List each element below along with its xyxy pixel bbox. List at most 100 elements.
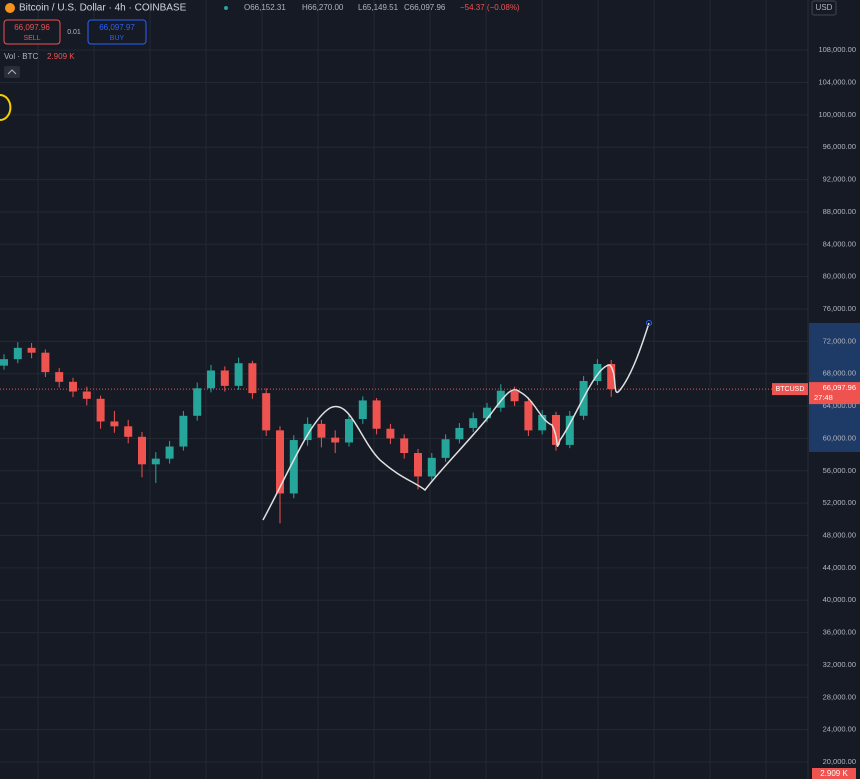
candle-body	[400, 438, 409, 454]
candle-body	[331, 437, 340, 443]
volume-axis-box	[812, 768, 856, 779]
candle-body	[441, 439, 450, 458]
ohlc-change: −54.37 (−0.08%)	[460, 3, 520, 12]
candle-body	[82, 391, 91, 399]
candle-body	[303, 423, 312, 441]
ticks: 20,000.00 24,000.00 28,000.00 32,000.00 36,0…	[818, 45, 856, 766]
symbol: Bitcoin / U.S. Dollar · 4h · COINBASE	[19, 3, 187, 14]
y-tick-label: 108,000.00	[818, 45, 856, 54]
currency-box[interactable]	[811, 0, 837, 16]
ohlc-high: H66,270.00	[302, 3, 344, 12]
candle-body	[110, 421, 119, 427]
candle-body	[510, 390, 519, 402]
y-tick-label: 48,000.00	[823, 530, 856, 539]
candle-body	[55, 372, 64, 382]
candle-body	[69, 381, 77, 392]
candle-body	[524, 401, 533, 431]
candle-body	[538, 414, 547, 431]
candle-body	[220, 370, 229, 386]
candle-body	[552, 414, 560, 445]
candle-body	[179, 415, 188, 447]
volume-axis-label: 2.909 K	[820, 769, 848, 778]
collapse-button[interactable]	[4, 66, 20, 78]
ohlc-low: L65,149.51	[358, 3, 399, 12]
candle-body	[317, 423, 326, 438]
candle-body	[386, 428, 395, 439]
candle-body	[345, 419, 353, 443]
btc-icon	[5, 3, 15, 13]
y-tick-label: 44,000.00	[823, 563, 856, 572]
y-tick-label: 84,000.00	[823, 239, 856, 248]
candle-body	[358, 400, 367, 420]
last-price-tag	[809, 382, 860, 405]
sell-label[interactable]: SELL	[23, 35, 40, 42]
candle-body	[565, 415, 574, 445]
y-tick-label: 96,000.00	[823, 142, 856, 151]
currency[interactable]: USD	[816, 3, 833, 12]
candle-body	[469, 418, 478, 428]
collapse-icon[interactable]	[7, 69, 17, 75]
candle-body	[0, 359, 8, 366]
quantity[interactable]: 0.01	[67, 29, 81, 36]
y-tick-label: 52,000.00	[823, 498, 856, 507]
candle-body	[276, 430, 284, 494]
buy-label[interactable]: BUY	[110, 35, 125, 42]
candle-body	[138, 436, 146, 465]
y-tick-label: 64,000.00	[823, 401, 856, 410]
buy-price[interactable]: 66,097.97	[99, 23, 135, 32]
candle-body	[427, 457, 436, 477]
candle-body	[96, 398, 105, 422]
candle-body	[289, 440, 298, 494]
y-tick-label: 24,000.00	[823, 725, 856, 734]
symbol-tag-label: BTCUSD	[776, 386, 805, 393]
countdown: 27:48	[814, 393, 833, 402]
y-tick-label: 88,000.00	[823, 207, 856, 216]
candle-body	[372, 400, 381, 429]
last-price-label: 66,097.96	[823, 383, 856, 392]
candle-body	[483, 407, 491, 419]
y-tick-label: 104,000.00	[818, 77, 856, 86]
candle-body	[13, 347, 22, 360]
sell-button[interactable]: 66,097.96 SELL	[3, 19, 61, 45]
symbol-tag	[772, 383, 808, 396]
y-tick-label: 28,000.00	[823, 692, 856, 701]
candle-body	[151, 458, 160, 465]
candle-body	[496, 390, 505, 408]
candle-body	[165, 446, 174, 459]
candle-body	[27, 347, 36, 353]
ohlc-open: O66,152.31	[244, 3, 286, 12]
candle-body	[41, 352, 50, 373]
y-tick-label: 20,000.00	[823, 757, 856, 766]
sell-price[interactable]: 66,097.96	[14, 23, 50, 32]
candle-body	[607, 364, 616, 390]
y-tick-label: 68,000.00	[823, 369, 856, 378]
y-tick-label: 92,000.00	[823, 175, 856, 184]
y-tick-label: 56,000.00	[823, 466, 856, 475]
buy-button[interactable]: 66,097.97 BUY	[87, 19, 147, 45]
y-tick-label: 72,000.00	[823, 336, 856, 345]
y-tick-label: 60,000.00	[823, 433, 856, 442]
candle-body	[455, 427, 464, 440]
candle-body	[234, 363, 243, 386]
candle-body	[193, 388, 202, 416]
cursor-highlight	[0, 94, 12, 121]
buy-box[interactable]	[87, 19, 147, 45]
candle-body	[262, 393, 271, 431]
y-tick-label: 80,000.00	[823, 272, 856, 281]
y-tick-label: 32,000.00	[823, 660, 856, 669]
candle-body	[248, 363, 257, 394]
ohlc-close: C66,097.96	[404, 3, 446, 12]
candle-body	[124, 426, 133, 437]
volume-label: Vol · BTC	[4, 52, 38, 61]
volume-value: 2.909 K	[47, 52, 75, 61]
candle-body	[414, 453, 422, 477]
market-status	[224, 6, 228, 10]
candle-body	[593, 364, 602, 382]
y-tick-label: 76,000.00	[823, 304, 856, 313]
candle-body	[207, 370, 215, 389]
y-tick-label: 40,000.00	[823, 595, 856, 604]
sell-box[interactable]	[3, 19, 61, 45]
drawing-handle[interactable]	[646, 320, 652, 326]
